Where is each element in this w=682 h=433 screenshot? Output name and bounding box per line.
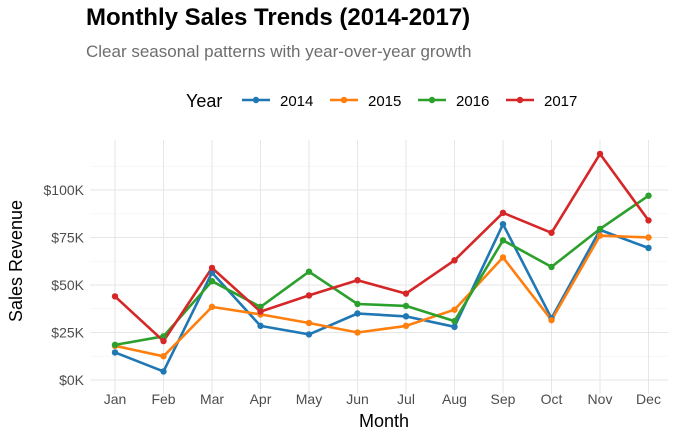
data-point-2016 [111, 341, 119, 349]
legend-key-point-2016 [428, 96, 436, 104]
y-tick-label: $75K [51, 230, 84, 246]
series-points [111, 150, 652, 375]
data-point-2015 [645, 234, 652, 241]
data-point-2017 [257, 308, 264, 315]
data-point-2016 [499, 237, 507, 244]
data-point-2016 [596, 225, 604, 233]
data-point-2014 [645, 244, 652, 252]
legend-title: Year [186, 91, 222, 111]
data-point-2014 [208, 269, 216, 276]
x-tick-label: Sep [491, 391, 516, 407]
x-axis-title: Month [359, 411, 409, 431]
data-point-2016 [645, 192, 652, 199]
data-point-2014 [499, 221, 507, 228]
data-point-2014 [354, 310, 361, 317]
y-tick-label: $0K [59, 372, 85, 388]
data-point-2015 [160, 353, 167, 360]
legend-label-2015: 2015 [368, 93, 401, 110]
legend-key-point-2014 [252, 96, 260, 104]
x-tick-label: May [296, 391, 322, 407]
x-tick-label: Apr [250, 391, 272, 407]
series-lines [114, 152, 650, 373]
x-tick-label: Nov [588, 391, 613, 407]
data-point-2017 [160, 337, 167, 345]
data-point-2016 [257, 303, 264, 311]
data-point-2017 [451, 257, 458, 264]
data-point-2014 [402, 313, 410, 320]
data-point-2015 [596, 232, 604, 239]
legend-label-2017: 2017 [544, 93, 577, 110]
data-point-2015 [499, 254, 507, 261]
x-tick-label: Aug [442, 391, 467, 407]
data-point-2017 [402, 290, 410, 297]
data-point-2015 [305, 319, 313, 327]
data-point-2017 [499, 209, 507, 216]
data-point-2015 [402, 322, 410, 330]
x-axis: Jan Feb Mar Apr May Jun Jul Aug Sep Oct Nov Dec [104, 391, 661, 407]
data-point-2014 [451, 323, 458, 330]
data-point-2016 [548, 263, 555, 271]
legend-key-point-2017 [516, 96, 524, 104]
data-point-2017 [596, 150, 604, 158]
x-tick-label: Jun [346, 391, 369, 407]
y-tick-label: $100K [44, 182, 85, 198]
legend-key-point-2015 [340, 96, 348, 104]
data-point-2016 [451, 317, 458, 325]
data-point-2015 [451, 306, 458, 313]
data-point-2016 [305, 268, 313, 275]
data-point-2015 [548, 316, 555, 324]
data-point-2016 [354, 300, 361, 308]
x-tick-label: Jan [104, 391, 127, 407]
legend-label-2014: 2014 [280, 93, 313, 110]
chart-subtitle: Clear seasonal patterns with year-over-y… [86, 42, 472, 61]
x-tick-label: Feb [151, 391, 175, 407]
data-point-2017 [645, 217, 652, 224]
data-point-2014 [160, 368, 167, 375]
data-point-2016 [160, 333, 167, 340]
data-point-2014 [111, 349, 119, 356]
data-point-2016 [208, 278, 216, 285]
y-axis: $0K $25K $50K $75K $100K [44, 182, 85, 388]
chart-title: Monthly Sales Trends (2014-2017) [86, 4, 471, 31]
y-axis-title: Sales Revenue [6, 200, 26, 322]
data-point-2017 [548, 229, 555, 236]
series-line-2016 [114, 194, 650, 347]
x-tick-label: Oct [541, 391, 563, 407]
series-line-2017 [114, 152, 650, 343]
grid [90, 140, 668, 394]
data-point-2017 [208, 264, 216, 272]
data-point-2015 [208, 303, 216, 311]
x-tick-label: Jul [397, 391, 415, 407]
data-point-2016 [402, 302, 410, 310]
x-tick-label: Mar [200, 391, 224, 407]
x-tick-label: Dec [636, 391, 661, 407]
series-line-2015 [114, 234, 649, 358]
data-point-2017 [305, 292, 313, 299]
data-point-2014 [257, 322, 264, 330]
data-point-2014 [305, 331, 313, 338]
series-line-2014 [114, 222, 649, 373]
y-tick-label: $25K [51, 325, 84, 341]
legend: Year 2014 2015 2016 2017 [186, 91, 577, 111]
legend-label-2016: 2016 [456, 93, 489, 110]
y-tick-label: $50K [51, 277, 84, 293]
data-point-2015 [354, 329, 361, 336]
data-point-2017 [354, 277, 361, 284]
data-point-2017 [111, 293, 119, 300]
